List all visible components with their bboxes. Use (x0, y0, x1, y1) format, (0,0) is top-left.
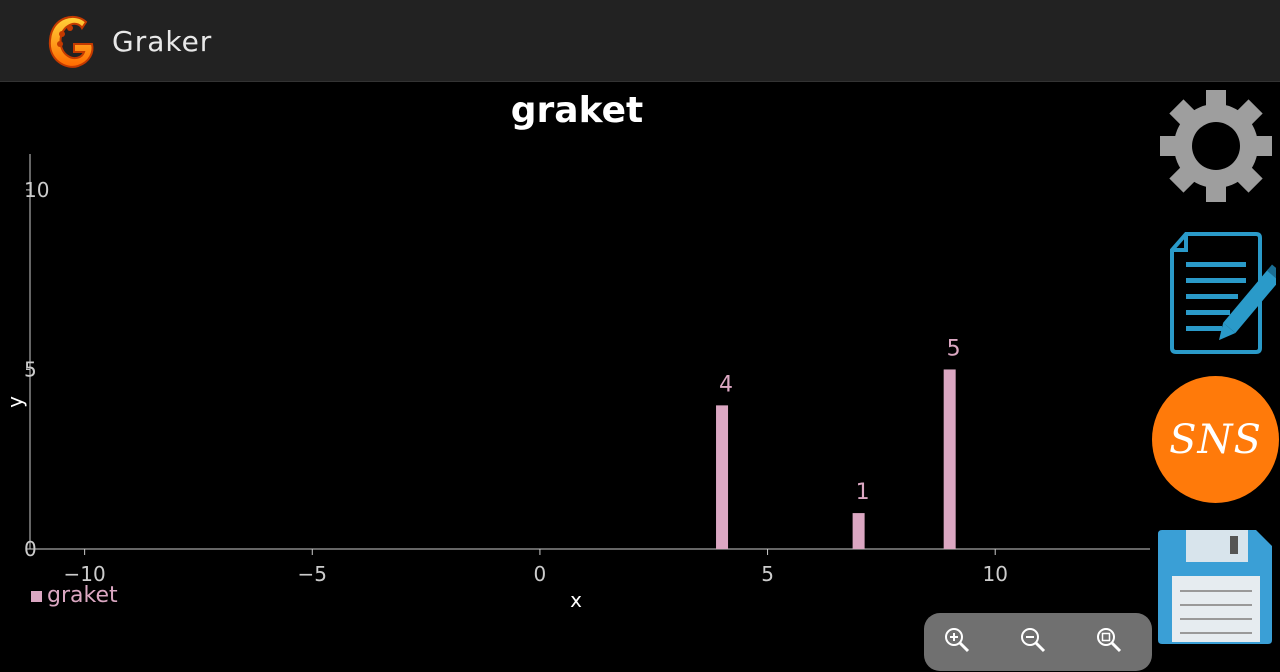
x-tick-label: 10 (982, 562, 1007, 586)
zoom-out-icon[interactable] (1018, 625, 1048, 655)
app-title: Graker (112, 25, 213, 58)
bar-value-label: 5 (947, 336, 961, 361)
x-axis-label: x (570, 588, 582, 612)
bar (852, 513, 865, 549)
gear-icon[interactable] (1158, 88, 1274, 204)
y-tick-label: 5 (24, 357, 37, 381)
zoom-reset-icon[interactable] (1094, 625, 1124, 655)
x-tick-label: 5 (761, 562, 774, 586)
sns-button-label: SNS (1169, 416, 1262, 463)
legend-label: graket (47, 583, 118, 608)
x-tick-label: −5 (298, 562, 327, 586)
y-tick-label: 0 (24, 537, 37, 561)
sns-button[interactable]: SNS (1152, 376, 1279, 503)
bar-value-label: 1 (856, 480, 870, 505)
x-tick-label: −10 (64, 562, 106, 586)
bar (943, 369, 956, 549)
bar (716, 405, 729, 549)
floppy-disk-icon[interactable] (1156, 528, 1274, 646)
title-bar: Graker (0, 0, 1280, 82)
bar-value-label: 4 (719, 372, 733, 397)
y-tick-label: 10 (24, 178, 49, 202)
x-tick-label: 0 (534, 562, 547, 586)
chart-title: graket (511, 90, 643, 131)
legend-swatch (31, 591, 42, 602)
zoom-in-icon[interactable] (942, 625, 972, 655)
document-edit-icon[interactable] (1168, 232, 1276, 354)
zoom-toolbar (924, 613, 1152, 671)
graker-logo-icon (48, 15, 94, 68)
y-axis-label: y (3, 396, 27, 408)
